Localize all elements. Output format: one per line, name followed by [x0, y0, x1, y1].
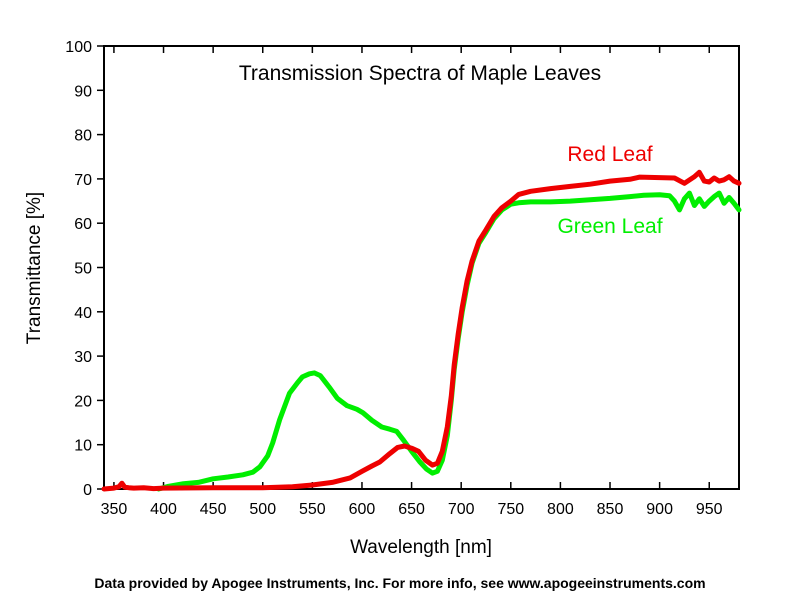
y-tick-label: 30: [74, 349, 92, 366]
y-tick-label: 10: [74, 438, 92, 455]
x-tick-label: 750: [497, 501, 524, 518]
y-tick-label: 50: [74, 261, 92, 278]
plot-border: [103, 45, 740, 490]
series-lines: [101, 169, 742, 492]
x-tick-label: 800: [547, 501, 574, 518]
x-tick-label: 500: [249, 501, 276, 518]
x-tick-label: 850: [597, 501, 624, 518]
x-tick-label: 550: [299, 501, 326, 518]
x-axis-ticks: 350 400 450 500 550 600 650 700 750 800 850 900 950: [101, 46, 723, 518]
y-tick-label: 60: [74, 216, 92, 233]
legend-red-leaf: Red Leaf: [567, 143, 652, 166]
x-tick-label: 700: [448, 501, 475, 518]
y-axis-label: Transmittance [%]: [24, 192, 45, 344]
x-tick-label: 600: [349, 501, 376, 518]
y-tick-label: 40: [74, 305, 92, 322]
x-tick-label: 900: [646, 501, 673, 518]
y-axis-ticks: 0 10 20 30 40 50 60 70 80 90 100: [65, 39, 104, 499]
y-tick-label: 70: [74, 172, 92, 189]
y-tick-label: 20: [74, 393, 92, 410]
y-tick-label: 80: [74, 128, 92, 145]
y-tick-label: 100: [65, 39, 92, 56]
y-tick-label: 0: [83, 482, 92, 499]
x-tick-label: 400: [150, 501, 177, 518]
plot-frame: [103, 45, 740, 490]
footer-credit: Data provided by Apogee Instruments, Inc…: [94, 575, 706, 591]
x-axis-label: Wavelength [nm]: [350, 537, 492, 558]
x-tick-label: 450: [200, 501, 227, 518]
chart-title: Transmission Spectra of Maple Leaves: [239, 62, 601, 85]
legend-green-leaf: Green Leaf: [557, 215, 662, 238]
x-tick-label: 650: [398, 501, 425, 518]
y-tick-label: 90: [74, 83, 92, 100]
x-tick-label: 950: [696, 501, 723, 518]
red-leaf-line: [101, 169, 742, 492]
x-tick-label: 350: [101, 501, 128, 518]
